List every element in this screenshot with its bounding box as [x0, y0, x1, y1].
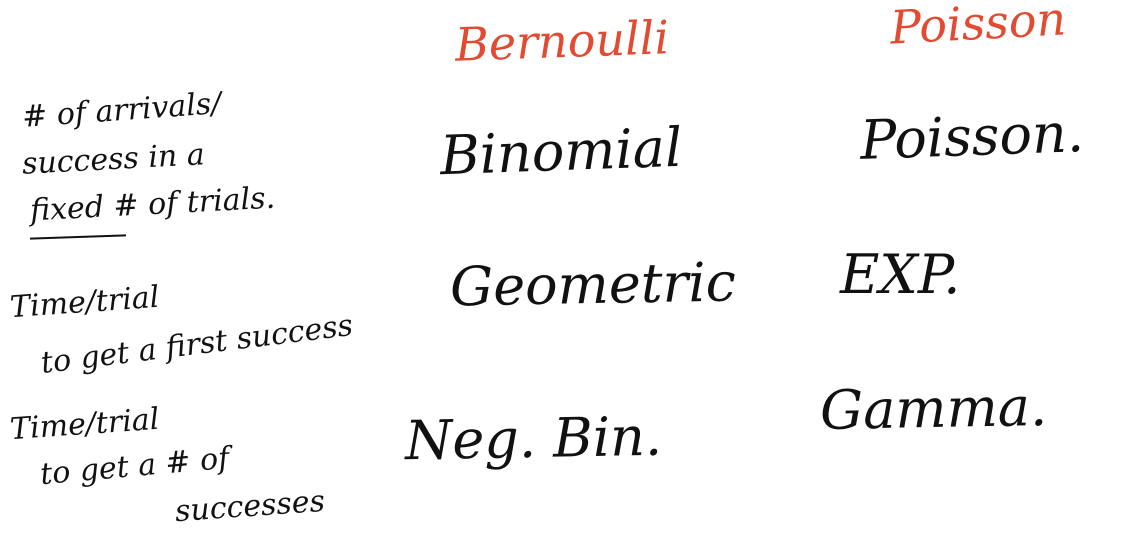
- row-label-n-successes-line3: successes: [173, 483, 327, 530]
- cell-exponential: EXP.: [840, 243, 961, 306]
- row-label-arrivals-line3: fixed # of trials.: [29, 180, 276, 229]
- row-label-first-success-line2: to get a first success: [38, 308, 355, 381]
- row-label-arrivals-line1: # of arrivals/: [20, 86, 223, 135]
- column-header-bernoulli: Bernoulli: [454, 10, 670, 72]
- row-label-n-successes-line2: to get a # of: [38, 440, 231, 493]
- fixed-underline: [29, 234, 127, 240]
- column-header-poisson: Poisson: [888, 0, 1068, 55]
- cell-gamma: Gamma.: [819, 375, 1048, 442]
- row-label-arrivals-line2: success in a: [21, 137, 206, 182]
- cell-negative-binomial: Neg. Bin.: [404, 404, 663, 473]
- row-label-first-success-line1: Time/trial: [8, 279, 161, 326]
- cell-poisson: Poisson.: [858, 101, 1085, 172]
- row-label-n-successes-line1: Time/trial: [8, 401, 161, 448]
- cell-binomial: Binomial: [438, 115, 684, 188]
- cell-geometric: Geometric: [449, 250, 737, 319]
